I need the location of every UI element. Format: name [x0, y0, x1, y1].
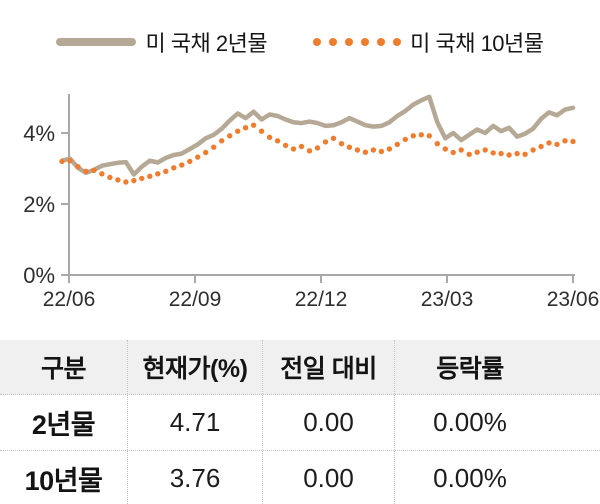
legend-label-2y: 미 국채 2년물 [145, 31, 268, 56]
row-label: 10년물 [0, 451, 128, 504]
legend-item-2y: 미 국채 2년물 [56, 26, 268, 58]
series-2y-line [59, 94, 576, 177]
solid-line-swatch [56, 38, 137, 46]
column-header-change-pct: 등락률 [436, 355, 504, 383]
column-header-change: 전일 대비 [263, 340, 395, 394]
table-row-10y: 10년물 3.76 0.00 0.00% [0, 451, 600, 504]
legend-item-10y: 미 국채 10년물 [313, 26, 544, 58]
yield-chart: 0% 2% 4% 22/06 22/09 22/12 23/03 23/06 [23, 94, 599, 311]
row-spacer [545, 451, 600, 504]
x-axis-label: 22/06 [43, 288, 96, 311]
chart-axes: 0% 2% 4% 22/06 22/09 22/12 23/03 23/06 [23, 94, 599, 311]
legend-label-10y: 미 국채 10년물 [410, 31, 544, 56]
legend-dot [313, 38, 322, 46]
table-row-2y: 2년물 4.71 0.00 0.00% [0, 395, 600, 451]
header-spacer [545, 340, 600, 394]
x-axis-label: 22/09 [169, 288, 222, 311]
change-percent: 0.00% [433, 407, 507, 437]
summary-table: 구분 현재가(%) 전일 대비 등락률 2년물 4.71 0.00 0.00% … [0, 340, 600, 504]
change-percent: 0.00% [433, 463, 507, 493]
y-axis-label: 2% [23, 192, 55, 217]
change-value: 0.00 [263, 395, 395, 450]
table-header-row: 구분 현재가(%) 전일 대비 등락률 [0, 340, 600, 395]
legend-dot [361, 38, 370, 46]
column-header-current: 현재가(%) [128, 340, 263, 394]
series-10y-dots [59, 122, 576, 185]
legend-dot [329, 38, 338, 46]
y-axis-label: 0% [23, 263, 55, 288]
legend-dot [345, 38, 354, 46]
row-label: 2년물 [0, 395, 128, 450]
change-value: 0.00 [263, 451, 395, 504]
column-header-category: 구분 [0, 340, 128, 394]
legend-dot [377, 38, 386, 46]
current-value: 3.76 [128, 451, 263, 504]
dotted-line-swatch [313, 38, 402, 46]
legend-dot [393, 38, 402, 46]
row-spacer [545, 395, 600, 450]
y-axis-label: 4% [23, 121, 55, 146]
x-axis-label: 22/12 [295, 288, 348, 311]
chart-area: 0% 2% 4% 22/06 22/09 22/12 23/03 23/06 [0, 82, 600, 322]
x-axis-label: 23/03 [421, 288, 474, 311]
current-value: 4.71 [128, 395, 263, 450]
x-axis-label: 23/06 [547, 288, 600, 311]
chart-legend: 미 국채 2년물 미 국채 10년물 [0, 26, 600, 58]
